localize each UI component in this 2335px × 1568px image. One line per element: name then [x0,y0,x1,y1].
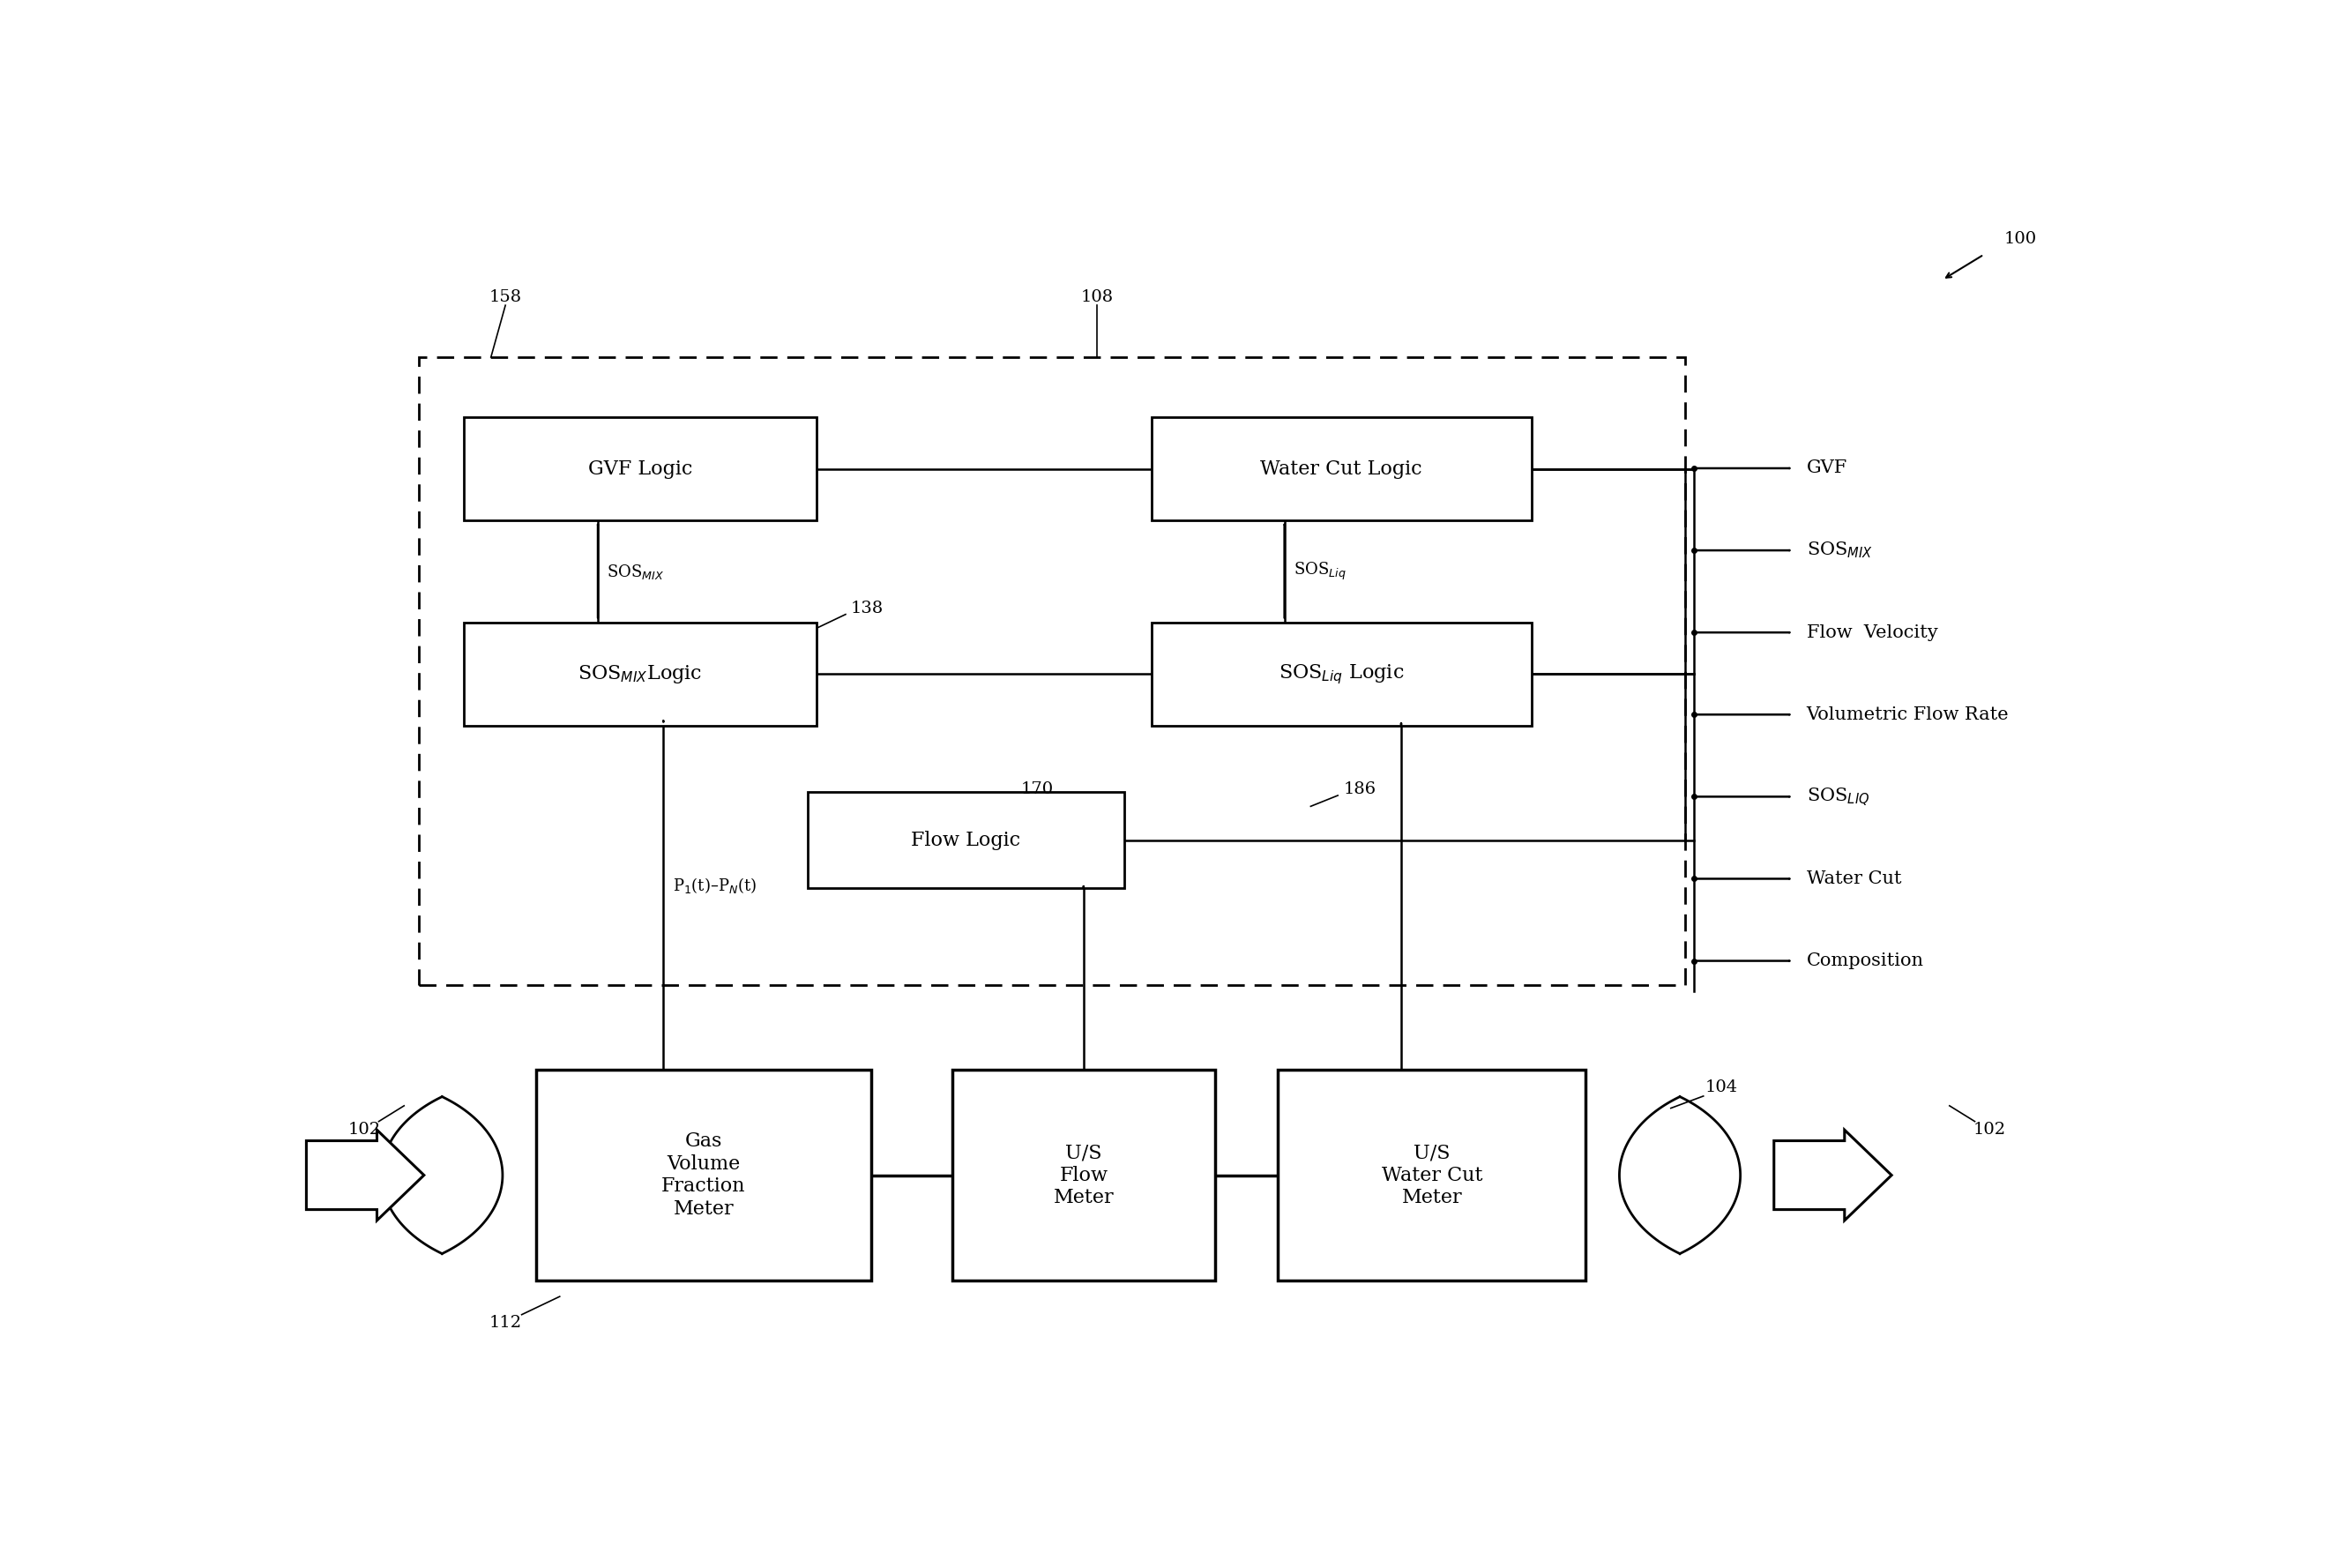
Text: Water Cut: Water Cut [1807,870,1901,887]
FancyBboxPatch shape [465,622,817,726]
Text: SOS$_{Liq}$ Logic: SOS$_{Liq}$ Logic [1280,662,1403,685]
Text: Volumetric Flow Rate: Volumetric Flow Rate [1807,706,2008,723]
Polygon shape [1775,1131,1891,1220]
FancyBboxPatch shape [953,1069,1214,1281]
Text: SOS$_{MIX}$Logic: SOS$_{MIX}$Logic [579,663,703,685]
FancyBboxPatch shape [537,1069,871,1281]
Text: 158: 158 [488,289,521,304]
Text: Composition: Composition [1807,952,1924,969]
Text: Gas
Volume
Fraction
Meter: Gas Volume Fraction Meter [661,1132,745,1218]
Text: Flow Logic: Flow Logic [911,831,1020,850]
Polygon shape [306,1131,425,1220]
Text: Water Cut Logic: Water Cut Logic [1261,459,1422,478]
Text: 138: 138 [850,601,883,616]
Text: SOS$_{Liq}$: SOS$_{Liq}$ [1294,561,1345,582]
Text: 104: 104 [1705,1080,1737,1096]
Text: SOS$_{LIQ}$: SOS$_{LIQ}$ [1807,786,1870,808]
FancyBboxPatch shape [808,792,1125,889]
Text: SOS$_{MIX}$: SOS$_{MIX}$ [1807,541,1873,560]
Text: P$_1$(t)–P$_N$(t): P$_1$(t)–P$_N$(t) [672,875,757,895]
Text: 186: 186 [1343,781,1375,798]
FancyBboxPatch shape [1277,1069,1585,1281]
Text: U/S
Water Cut
Meter: U/S Water Cut Meter [1382,1143,1483,1207]
Text: 112: 112 [488,1316,521,1331]
Text: Flow  Velocity: Flow Velocity [1807,624,1938,641]
Text: GVF: GVF [1807,459,1847,477]
Text: 100: 100 [2003,230,2036,246]
Text: GVF Logic: GVF Logic [588,459,693,478]
Text: 102: 102 [348,1123,381,1138]
Text: 102: 102 [1973,1123,2006,1138]
FancyBboxPatch shape [1151,622,1532,726]
FancyBboxPatch shape [465,417,817,521]
Text: 108: 108 [1081,289,1114,304]
FancyBboxPatch shape [1151,417,1532,521]
Text: U/S
Flow
Meter: U/S Flow Meter [1053,1143,1114,1207]
Text: SOS$_{MIX}$: SOS$_{MIX}$ [607,563,663,580]
Text: 170: 170 [1020,781,1053,798]
